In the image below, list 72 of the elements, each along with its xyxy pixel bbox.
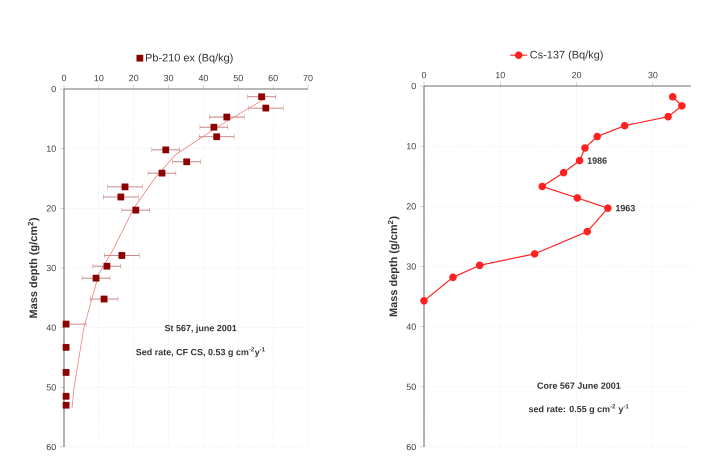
point — [132, 206, 140, 214]
point — [122, 183, 128, 190]
x-tick-label: 20 — [129, 74, 138, 82]
annotation: 1963 — [616, 204, 635, 212]
x-tick-label: 20 — [572, 72, 582, 78]
point — [664, 112, 672, 120]
y-tick-label: 10 — [46, 145, 56, 152]
y-tick-label: 0 — [412, 82, 416, 90]
point — [62, 392, 70, 400]
x-tick-label: 60 — [268, 74, 278, 82]
x-tick-label: 50 — [234, 74, 243, 82]
annotation: 1986 — [588, 157, 607, 164]
point — [118, 252, 126, 259]
y-tick-label: 20 — [46, 205, 56, 212]
point — [100, 296, 108, 302]
x-tick-label: 10 — [496, 72, 505, 78]
y-tick-label: 40 — [46, 324, 56, 331]
point — [210, 124, 218, 131]
x-tick-label: 30 — [648, 72, 658, 78]
point — [262, 104, 270, 112]
y-tick-label: 30 — [46, 264, 56, 272]
y-tick-label: 30 — [406, 263, 416, 270]
point — [574, 194, 582, 202]
y-tick-label: 20 — [406, 203, 416, 210]
point — [213, 133, 220, 140]
x-tick-label: 40 — [198, 74, 208, 82]
x-tick-label: 10 — [94, 74, 104, 82]
point — [62, 344, 70, 351]
x-tick-label: 70 — [303, 74, 313, 82]
point — [530, 250, 538, 258]
point — [581, 144, 589, 152]
point — [476, 262, 484, 270]
x-tick-label: 0 — [62, 74, 66, 82]
point — [449, 274, 457, 282]
y-tick-label: 60 — [46, 444, 56, 450]
point — [92, 274, 100, 282]
x-tick-label: 0 — [422, 72, 426, 78]
y-tick-label: 10 — [406, 142, 416, 150]
point — [538, 182, 546, 190]
point — [678, 102, 686, 110]
point — [183, 158, 190, 166]
point — [560, 168, 568, 176]
y-tick-label: 0 — [52, 86, 56, 92]
point — [223, 114, 230, 120]
y-tick-label: 50 — [46, 384, 56, 391]
annotation: St 567, june 2001 — [164, 324, 237, 334]
point — [576, 156, 584, 164]
x-tick-label: 30 — [164, 74, 174, 82]
point — [62, 402, 70, 409]
y-axis-title: Mass depth (g/cm$^{2}$) — [388, 216, 400, 316]
point — [62, 320, 70, 328]
annotation: Sed rate, CF CS, 0.53 g cm$^{-2}$y$^{-1}$ — [136, 347, 265, 358]
legend-label: Cs-137 (Bq/kg) — [530, 50, 603, 61]
point — [420, 297, 428, 305]
y-axis-title: Mass depth (g/cm$^{2}$) — [28, 218, 40, 318]
point — [62, 369, 70, 376]
point — [604, 204, 612, 212]
point — [583, 228, 592, 236]
point — [620, 122, 628, 130]
annotation: sed rate: 0.55 g cm$^{-2}$ y$^{-1}$ — [528, 404, 629, 414]
annotation: Core 567 June 2001 — [537, 382, 620, 389]
point — [117, 194, 124, 200]
point — [162, 146, 170, 154]
point — [158, 170, 166, 177]
point — [668, 93, 676, 101]
point — [593, 132, 601, 140]
legend-label: Pb-210 ex (Bq/kg) — [146, 53, 233, 64]
point — [103, 262, 110, 270]
y-tick-label: 50 — [406, 384, 416, 390]
y-tick-label: 40 — [406, 323, 416, 330]
y-tick-label: 60 — [406, 444, 416, 450]
point — [258, 93, 266, 100]
